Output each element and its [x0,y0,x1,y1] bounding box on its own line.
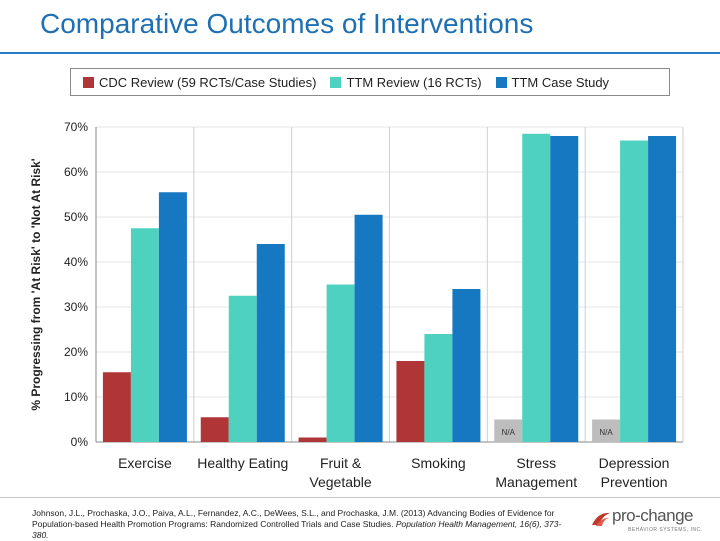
bar-na [494,419,523,442]
legend-label: TTM Review (16 RCTs) [346,74,482,90]
bar [354,214,383,442]
x-tick-label-line: Smoking [411,455,465,471]
y-axis-title: % Progressing from 'At Risk' to 'Not At … [29,158,43,410]
x-tick-label: Stress Management [495,455,577,490]
y-tick-label: 30% [64,300,88,314]
bar [130,228,159,442]
x-tick-label: Exercise [118,455,172,471]
legend-swatch [83,76,94,88]
legend-label: TTM Case Study [511,74,610,90]
logo-subtitle: BEHAVIOR SYSTEMS, INC. [628,527,703,533]
chart-legend: CDC Review (59 RCTs/Case Studies) TTM Rev… [70,68,670,96]
x-tick-label-line: Depression [599,455,670,471]
x-tick-label-line: Prevention [601,474,668,490]
bar [522,133,551,442]
x-tick-label-line: Exercise [118,455,172,471]
na-label: N/A [599,428,613,437]
bar [228,295,257,442]
company-logo: pro-change BEHAVIOR SYSTEMS, INC. [590,506,714,536]
legend-item-0: CDC Review (59 RCTs/Case Studies) [83,75,316,90]
bar [298,437,327,442]
bar [326,284,355,442]
bar [620,140,649,442]
legend-swatch [495,76,507,88]
x-tick-label: Healthy Eating [197,455,288,471]
slide-title: Comparative Outcomes of Interventions [40,8,534,39]
x-tick-label-line: Fruit & [320,455,362,471]
bar [396,361,425,442]
y-tick-label: 40% [64,255,88,269]
bar [648,136,677,442]
bar [452,289,481,442]
logo-swoosh-icon [592,512,610,526]
x-tick-label-line: Vegetable [309,474,371,490]
y-tick-label: 60% [64,165,88,179]
bar-chart: 0% 10% 20% 30% 40% 50% 60% 70% Exercise Healthy E… [29,120,684,490]
bar [550,136,579,442]
x-tick-label-line: Management [495,474,577,490]
footer-rule [0,497,720,498]
bar [256,244,285,442]
citation: Johnson, J.L., Prochaska, J.O., Paiva, A… [32,508,572,541]
bar [158,192,187,442]
x-tick-label: Fruit & Vegetable [309,455,371,490]
x-tick-label: Smoking [411,455,465,471]
y-tick-label: 10% [64,390,88,404]
na-label: N/A [502,428,516,437]
logo-name: pro-change [612,506,694,525]
x-tick-label: Depression Prevention [599,455,670,490]
legend-swatch [330,76,342,88]
legend-item-1: TTM Review (16 RCTs) [330,74,482,90]
legend-item-2: TTM Case Study [495,74,610,90]
legend-label: CDC Review (59 RCTs/Case Studies) [99,74,317,90]
x-tick-label-line: Healthy Eating [197,455,288,471]
bar [200,417,229,442]
bar [102,372,131,442]
x-tick-label-line: Stress [516,455,556,471]
y-tick-label: 50% [64,210,88,224]
title-rule [0,52,720,54]
bar-na [592,419,621,442]
citation-text: Johnson, J.L., Prochaska, J.O., Paiva, A… [32,508,555,529]
citation-journal: Population Health Management, 16(6), 373… [32,519,562,540]
bar [424,334,453,442]
y-tick-label: 0% [71,435,89,449]
y-tick-label: 20% [64,345,88,359]
y-tick-label: 70% [64,120,88,134]
